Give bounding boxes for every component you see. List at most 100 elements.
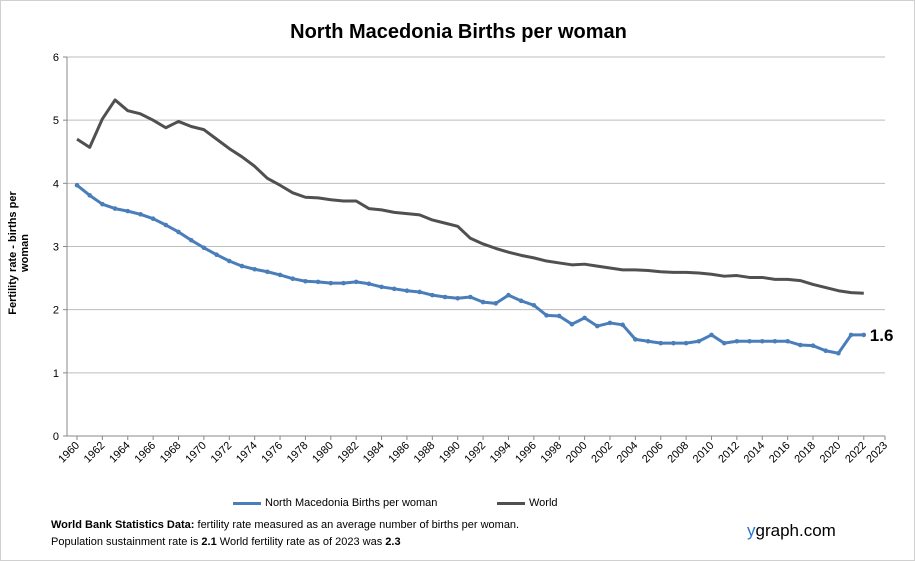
data-point	[798, 342, 803, 348]
data-point	[265, 269, 270, 275]
x-tick-label: 1972	[209, 440, 235, 466]
x-tick-label: 1974	[234, 440, 260, 466]
y-tick-label: 4	[53, 178, 59, 190]
data-point	[455, 295, 461, 301]
footer-description: fertility rate measured as an average nu…	[194, 519, 520, 531]
legend-marker-macedonia	[233, 501, 261, 505]
y-tick-label: 0	[53, 431, 59, 443]
x-tick-label: 1984	[361, 440, 387, 466]
x-tick-label: 2016	[767, 440, 793, 466]
data-point	[620, 322, 625, 328]
data-point	[861, 332, 867, 338]
footer-text: Population sustainment rate is	[51, 536, 202, 548]
data-point	[214, 252, 219, 258]
data-point	[683, 340, 689, 346]
brand-y: y	[747, 521, 756, 540]
data-point	[430, 292, 435, 298]
brand-rest: graph.com	[755, 521, 836, 540]
data-point	[658, 340, 664, 346]
x-tick-label: 2004	[615, 440, 641, 466]
data-point	[506, 292, 511, 298]
data-point	[569, 321, 575, 327]
legend-item-macedonia: North Macedonia Births per woman	[233, 497, 437, 509]
x-tick-label: 1998	[539, 440, 565, 466]
x-tick-label: 2014	[742, 440, 768, 466]
data-point	[125, 208, 131, 214]
data-point	[836, 350, 841, 356]
x-tick-label: 1962	[82, 440, 108, 466]
data-point	[518, 298, 524, 304]
data-point	[480, 299, 486, 305]
x-tick-label: 2020	[818, 440, 844, 466]
x-tick-label: 1970	[183, 440, 209, 466]
data-point	[150, 216, 156, 222]
y-tick-label: 1	[53, 368, 59, 380]
data-point	[721, 340, 727, 346]
x-tick-label: 2000	[564, 440, 590, 466]
legend-marker-world	[497, 501, 525, 505]
data-point	[417, 289, 422, 295]
data-point	[772, 338, 778, 344]
x-tick-label: 2002	[589, 440, 615, 466]
data-point	[404, 288, 410, 294]
data-point	[594, 323, 600, 329]
data-point	[188, 237, 194, 243]
footer-line-1: World Bank Statistics Data: fertility ra…	[51, 519, 519, 531]
brand-logo[interactable]: ygraph.com	[747, 521, 836, 541]
y-tick-label: 2	[53, 305, 59, 317]
x-tick-label: 1978	[285, 440, 311, 466]
legend-label-macedonia: North Macedonia Births per woman	[265, 497, 438, 509]
data-point	[112, 206, 118, 211]
data-point	[353, 279, 359, 285]
data-point	[87, 193, 92, 198]
data-point	[100, 201, 105, 207]
x-tick-label: 1964	[107, 440, 133, 466]
data-point	[366, 281, 372, 287]
data-point	[607, 320, 613, 326]
x-tick-label: 1986	[386, 440, 412, 466]
data-point	[442, 294, 448, 300]
data-point	[582, 315, 587, 321]
footer-value: 2.3	[385, 536, 401, 548]
series-line-world	[76, 98, 864, 295]
x-tick-label: 1968	[158, 440, 184, 466]
x-tick-label: 1960	[56, 440, 82, 466]
data-point	[468, 294, 473, 300]
data-point	[277, 272, 283, 278]
x-tick-label: 2023	[864, 440, 890, 466]
data-point	[379, 284, 384, 290]
data-point	[556, 313, 562, 319]
y-tick-label: 6	[53, 52, 59, 64]
data-point	[74, 182, 80, 188]
chart-title: North Macedonia Births per woman	[290, 21, 627, 43]
data-point	[226, 258, 232, 264]
data-point	[709, 332, 714, 338]
data-point	[315, 279, 321, 285]
last-value-annotation: 1.6	[870, 326, 894, 345]
data-point	[493, 301, 499, 306]
data-point	[823, 348, 829, 354]
data-point	[544, 313, 549, 318]
data-point	[201, 245, 207, 251]
legend-label-world: World	[529, 497, 558, 509]
data-point	[252, 266, 257, 272]
data-point	[671, 340, 676, 346]
x-tick-label: 1976	[259, 440, 285, 466]
x-tick-label: 1982	[336, 440, 362, 466]
data-point	[303, 278, 308, 284]
data-point	[633, 337, 638, 342]
x-tick-label: 1966	[132, 440, 158, 466]
series-line-macedonia	[76, 184, 864, 355]
data-point	[239, 263, 245, 269]
y-tick-label: 5	[53, 115, 59, 127]
x-tick-label: 1988	[412, 440, 438, 466]
x-tick-label: 1980	[310, 440, 336, 466]
data-point	[290, 276, 296, 282]
x-tick-label: 2012	[716, 440, 742, 466]
data-point	[328, 280, 334, 286]
data-point	[176, 229, 181, 235]
x-tick-label: 2006	[640, 440, 666, 466]
x-tick-label: 2022	[843, 440, 869, 466]
footer-source: World Bank Statistics Data:	[51, 519, 195, 531]
